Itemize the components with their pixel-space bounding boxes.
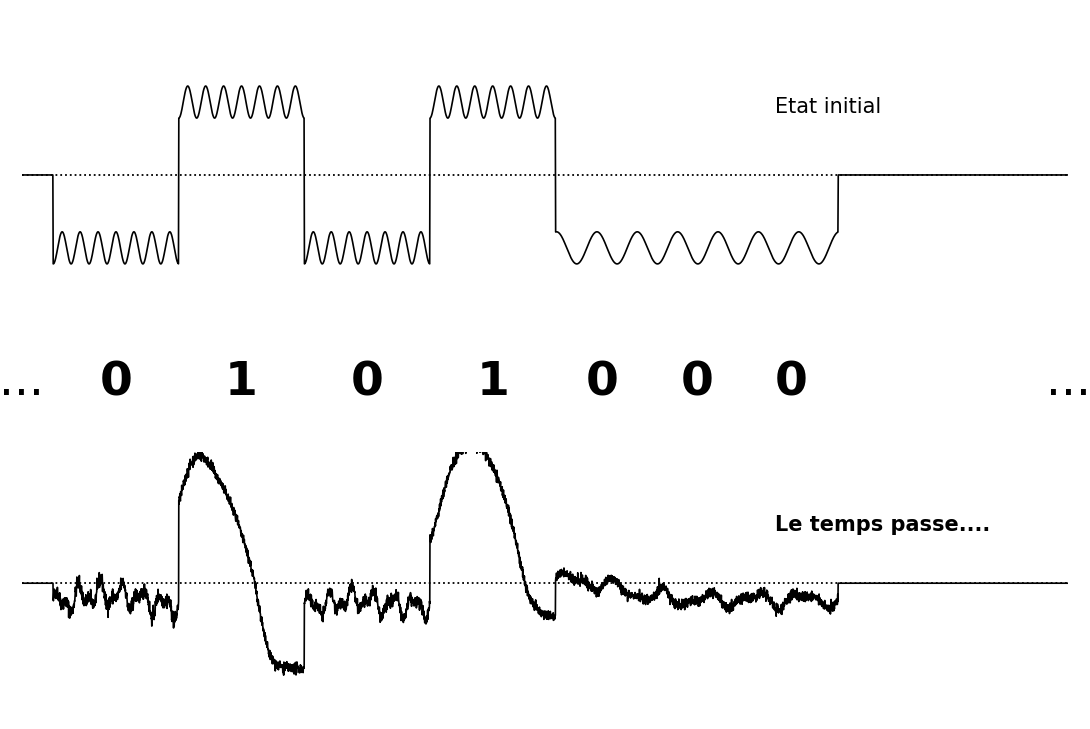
Text: 0: 0 bbox=[99, 360, 132, 405]
Text: 0: 0 bbox=[680, 360, 713, 405]
Text: Le temps passe....: Le temps passe.... bbox=[775, 515, 991, 536]
Text: ...: ... bbox=[0, 360, 45, 405]
Text: 0: 0 bbox=[351, 360, 384, 405]
Text: 1: 1 bbox=[226, 360, 258, 405]
Text: ...: ... bbox=[1045, 360, 1090, 405]
Text: 0: 0 bbox=[775, 360, 808, 405]
Text: 1: 1 bbox=[476, 360, 509, 405]
Text: 0: 0 bbox=[586, 360, 619, 405]
Text: Etat initial: Etat initial bbox=[775, 97, 882, 117]
